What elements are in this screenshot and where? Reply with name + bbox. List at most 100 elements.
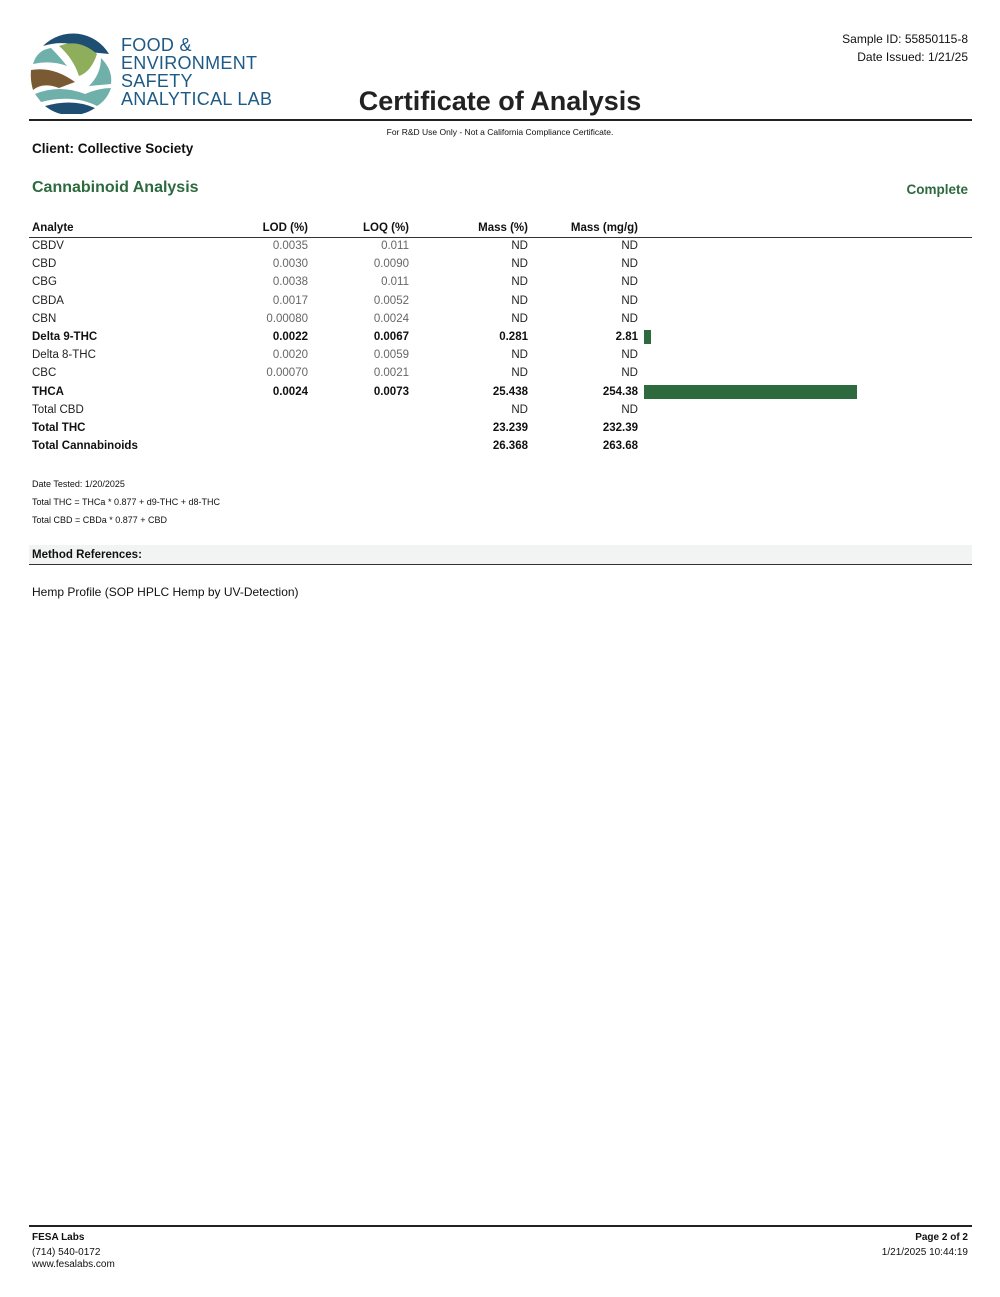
table-row: THCA 0.0024 0.0073 25.438 254.38	[29, 383, 972, 401]
table-row: Total THC 23.239 232.39	[29, 419, 972, 437]
mass-mg-cell: ND	[621, 367, 638, 380]
lod-cell: 0.0020	[272, 349, 308, 362]
date-tested: Date Tested: 1/20/2025	[32, 479, 125, 489]
loq-cell: 0.0021	[373, 367, 409, 380]
date-issued: Date Issued: 1/21/25	[857, 50, 968, 64]
mass-mg-cell: 232.39	[602, 421, 638, 434]
table-row: Delta 9-THC 0.0022 0.0067 0.281 2.81	[29, 328, 972, 346]
mass-mg-cell: ND	[621, 312, 638, 325]
logo-line: ENVIRONMENT	[121, 53, 258, 73]
analyte-cell: Delta 8-THC	[32, 349, 96, 362]
analyte-cell: Delta 9-THC	[32, 331, 98, 344]
col-lod: LOD (%)	[189, 219, 311, 238]
lod-cell: 0.00080	[266, 312, 308, 325]
mass-mg-cell: ND	[621, 240, 638, 253]
footer-phone: (714) 540-0172	[32, 1247, 101, 1258]
mass-mg-cell: ND	[621, 403, 638, 416]
footer-website[interactable]: www.fesalabs.com	[32, 1259, 115, 1270]
analyte-cell: CBD	[32, 258, 57, 271]
footer-timestamp: 1/21/2025 10:44:19	[881, 1247, 968, 1258]
table-row: Total CBD ND ND	[29, 401, 972, 419]
mass-pct-cell: ND	[511, 403, 528, 416]
mass-pct-cell: ND	[511, 312, 528, 325]
sample-id: Sample ID: 55850115-8	[842, 32, 968, 46]
mass-mg-cell: 254.38	[602, 385, 638, 398]
analyte-cell: Total THC	[32, 421, 86, 434]
col-mass-pct: Mass (%)	[412, 219, 531, 238]
mass-pct-cell: ND	[511, 294, 528, 307]
analyte-cell: CBG	[32, 276, 57, 289]
loq-cell: 0.011	[381, 240, 409, 253]
lod-cell: 0.0017	[272, 294, 308, 307]
logo-line: FOOD &	[121, 35, 192, 55]
lod-cell	[189, 437, 311, 455]
table-row: Delta 8-THC 0.0020 0.0059 ND ND	[29, 346, 972, 364]
cannabinoid-table: Analyte LOD (%) LOQ (%) Mass (%) Mass (m…	[29, 219, 972, 455]
table-row: CBD 0.0030 0.0090 ND ND	[29, 255, 972, 273]
col-loq: LOQ (%)	[311, 219, 412, 238]
col-bar	[641, 219, 972, 238]
loq-cell	[311, 437, 412, 455]
mass-mg-cell: ND	[621, 294, 638, 307]
lod-cell: 0.0024	[272, 385, 308, 398]
mass-pct-cell: 23.239	[492, 421, 528, 434]
header-divider	[29, 119, 972, 121]
lod-cell	[189, 401, 311, 419]
col-analyte: Analyte	[29, 219, 189, 238]
loq-cell: 0.0067	[373, 331, 409, 344]
analyte-cell: CBDV	[32, 240, 64, 253]
footer-divider	[29, 1225, 972, 1227]
footer-company: FESA Labs	[32, 1232, 85, 1243]
loq-cell: 0.0090	[373, 258, 409, 271]
status-badge: Complete	[906, 182, 968, 197]
loq-cell: 0.0073	[373, 385, 409, 398]
table-row: CBDV 0.0035 0.011 ND ND	[29, 237, 972, 255]
analyte-cell: Total CBD	[32, 403, 84, 416]
mass-pct-cell: 26.368	[492, 440, 528, 453]
mass-pct-cell: ND	[511, 258, 528, 271]
analyte-cell: CBN	[32, 312, 57, 325]
page-number: Page 2 of 2	[915, 1232, 968, 1243]
mass-pct-cell: ND	[511, 276, 528, 289]
lod-cell: 0.0038	[272, 276, 308, 289]
logo-text: FOOD & ENVIRONMENT SAFETY ANALYTICAL LAB	[121, 36, 272, 108]
mass-mg-cell: 2.81	[615, 331, 638, 344]
analyte-cell: CBC	[32, 367, 57, 380]
lod-cell: 0.0022	[272, 331, 308, 344]
analyte-cell: CBDA	[32, 294, 64, 307]
lod-cell: 0.0035	[272, 240, 308, 253]
loq-cell: 0.0059	[373, 349, 409, 362]
bar-cell	[641, 310, 972, 328]
mass-bar	[644, 384, 857, 399]
col-mass-mg: Mass (mg/g)	[531, 219, 641, 238]
client-name: Client: Collective Society	[32, 141, 194, 156]
bar-cell	[641, 419, 972, 437]
mass-pct-cell: 25.438	[492, 385, 528, 398]
table-row: CBG 0.0038 0.011 ND ND	[29, 273, 972, 291]
mass-mg-cell: ND	[621, 258, 638, 271]
page-title: Certificate of Analysis	[358, 86, 642, 116]
table-row: CBN 0.00080 0.0024 ND ND	[29, 310, 972, 328]
bar-cell	[641, 346, 972, 364]
lod-cell	[189, 419, 311, 437]
analyte-cell: Total Cannabinoids	[32, 440, 138, 453]
loq-cell: 0.0052	[373, 294, 409, 307]
disclaimer: For R&D Use Only - Not a California Comp…	[386, 127, 614, 137]
section-title: Cannabinoid Analysis	[32, 179, 199, 196]
mass-mg-cell: ND	[621, 276, 638, 289]
logo-line: SAFETY	[121, 71, 193, 91]
loq-cell	[311, 401, 412, 419]
bar-cell	[641, 437, 972, 455]
logo-line: ANALYTICAL LAB	[121, 89, 273, 109]
method-text: Hemp Profile (SOP HPLC Hemp by UV-Detect…	[32, 585, 299, 599]
table-row: CBDA 0.0017 0.0052 ND ND	[29, 292, 972, 310]
bar-cell	[641, 401, 972, 419]
mass-pct-cell: ND	[511, 240, 528, 253]
loq-cell: 0.011	[381, 276, 409, 289]
loq-cell: 0.0024	[373, 312, 409, 325]
method-title: Method References:	[32, 549, 142, 561]
bar-cell	[641, 383, 972, 401]
lab-logo	[30, 29, 114, 114]
mass-mg-cell: 263.68	[602, 440, 638, 453]
mass-pct-cell: ND	[511, 349, 528, 362]
